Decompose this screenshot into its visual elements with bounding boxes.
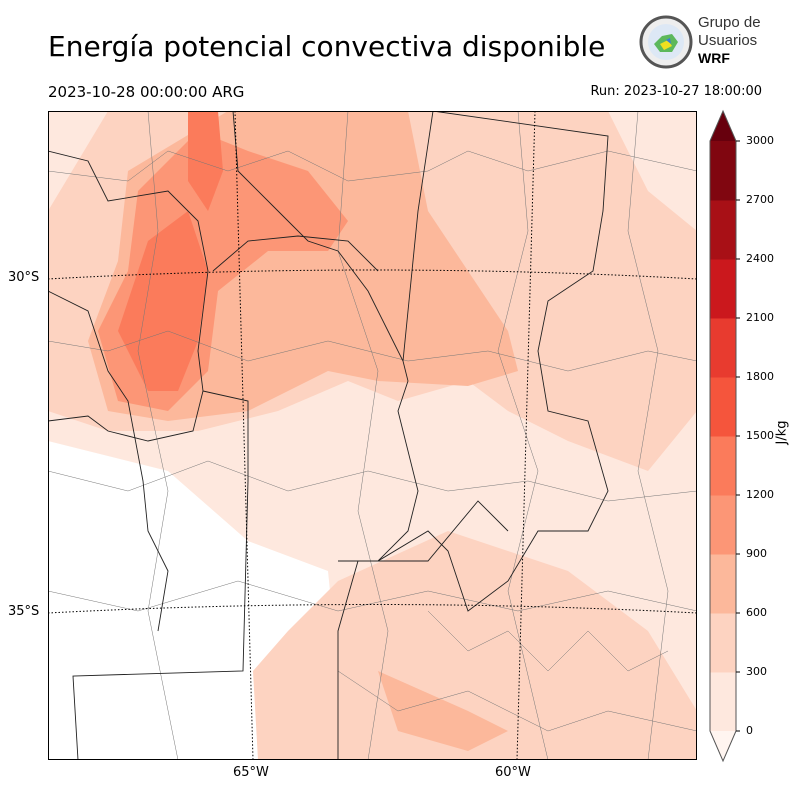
- cape-band-300-600-south: [253, 531, 697, 760]
- logo-text-line3: WRF: [698, 50, 730, 66]
- colorbar-over-triangle: [710, 111, 736, 141]
- lat-label-30s: 30°S: [8, 270, 40, 285]
- grupo-wrf-logo: Grupo de Usuarios WRF: [638, 14, 788, 76]
- colorbar-tick-label: 0: [746, 724, 753, 737]
- lon-label-60w: 60°W: [495, 765, 531, 780]
- colorbar-tick-label: 600: [746, 606, 767, 619]
- cape-map: [48, 111, 697, 760]
- department-borders: [48, 111, 697, 760]
- lon-label-65w: 65°W: [233, 765, 269, 780]
- colorbar: [709, 109, 740, 763]
- colorbar-band: [710, 318, 736, 378]
- map-frame: [48, 111, 697, 760]
- colorbar-unit-label: J/kg: [774, 420, 790, 445]
- colorbar-tick-label: 1800: [746, 370, 774, 383]
- colorbar-tick-label: 2700: [746, 193, 774, 206]
- logo-text-line1: Grupo de: [698, 14, 761, 31]
- colorbar-band: [710, 672, 736, 732]
- colorbar-tick-label: 2400: [746, 252, 774, 265]
- run-time: Run: 2023-10-27 18:00:00: [590, 84, 762, 99]
- colorbar-tick-label: 300: [746, 665, 767, 678]
- colorbar-under-triangle: [710, 731, 736, 761]
- colorbar-tick-label: 1200: [746, 488, 774, 501]
- colorbar-band: [710, 613, 736, 673]
- cape-band-1200-1500: [118, 211, 208, 391]
- cape-band-600-900-se: [378, 671, 508, 751]
- graticule: [48, 111, 697, 760]
- colorbar-tick-label: 900: [746, 547, 767, 560]
- colorbar-tick-label: 2100: [746, 311, 774, 324]
- cape-field: [48, 111, 697, 760]
- colorbar-band: [710, 554, 736, 614]
- province-borders: [48, 111, 609, 760]
- colorbar-band: [710, 200, 736, 260]
- globe-emblem-icon: [639, 15, 693, 69]
- colorbar-band: [710, 259, 736, 319]
- colorbar-tick-label: 1500: [746, 429, 774, 442]
- lat-label-35s: 35°S: [8, 604, 40, 619]
- colorbar-band: [710, 495, 736, 555]
- map-title: Energía potencial convectiva disponible: [48, 30, 606, 63]
- cape-band-1200-1500-b: [188, 111, 223, 211]
- colorbar-band: [710, 377, 736, 437]
- logo-text-line2: Usuarios: [698, 32, 758, 49]
- colorbar-band: [710, 436, 736, 496]
- colorbar-band: [710, 141, 736, 201]
- valid-time: 2023-10-28 00:00:00 ARG: [48, 83, 245, 101]
- colorbar-tick-label: 3000: [746, 134, 774, 147]
